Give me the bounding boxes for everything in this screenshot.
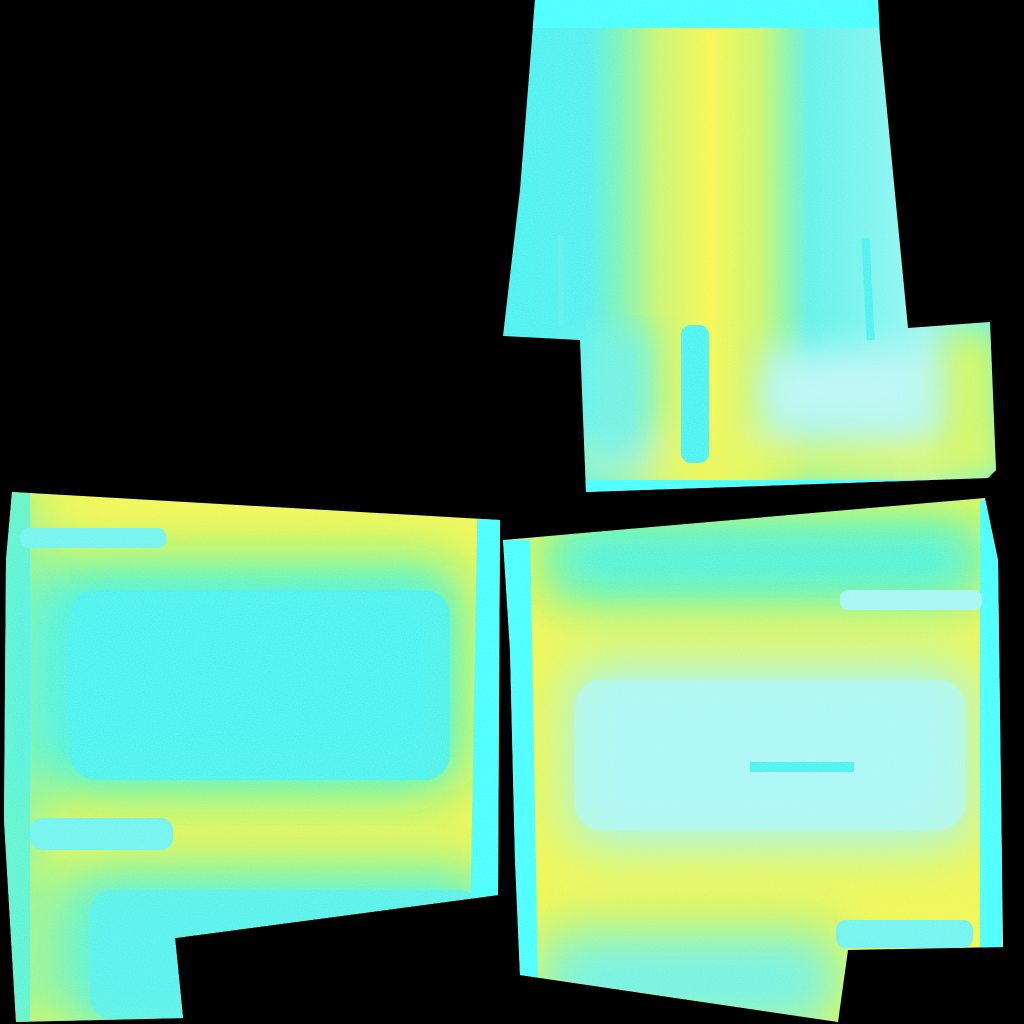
seam-mark bbox=[750, 762, 854, 772]
top-right-panel bbox=[503, 0, 996, 492]
tag-mark bbox=[20, 528, 166, 548]
pocket-slot bbox=[681, 325, 709, 463]
bottom-left-panel bbox=[4, 492, 500, 1022]
tag-mark bbox=[30, 818, 173, 850]
tag-mark bbox=[840, 590, 982, 610]
tag-mark bbox=[836, 920, 973, 948]
bottom-right-panel bbox=[503, 498, 1003, 1022]
seam-mark bbox=[124, 656, 276, 670]
seam-mark bbox=[558, 236, 564, 326]
seam-mark bbox=[861, 237, 875, 341]
